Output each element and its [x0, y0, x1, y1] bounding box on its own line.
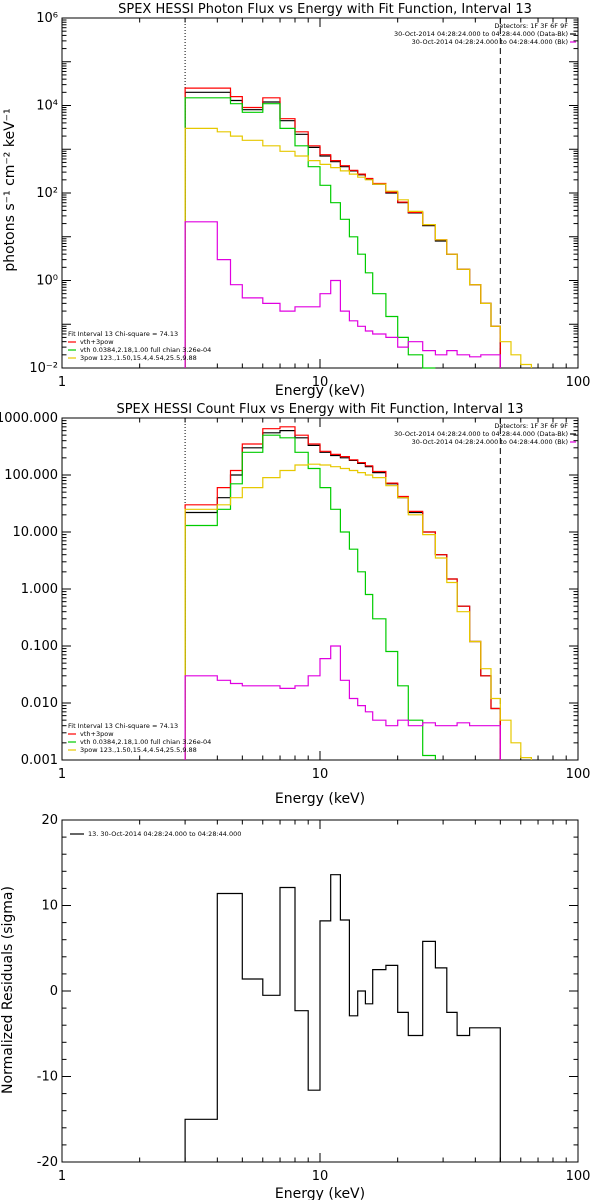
count-flux-series-0-line	[184, 430, 501, 760]
count-flux-series-3-line	[184, 463, 532, 760]
count-flux-legend-entry: 30-Oct-2014 04:28:24.000 to 04:28:44.000…	[394, 430, 568, 438]
count-flux-legend-entry: 30-Oct-2014 04:28:24.000 to 04:28:44.000…	[412, 438, 568, 446]
residuals-y-tick-label: 20	[41, 813, 58, 828]
photon-flux-y-tick-label: 10⁶	[36, 11, 58, 26]
residuals-x-tick-label: 100	[566, 1169, 591, 1184]
count-flux-y-tick-label: 100.000	[4, 468, 58, 483]
residuals-x-tick-label: 10	[312, 1169, 329, 1184]
count-flux-legend-entry: Detectors: 1F 3F 6F 9F	[494, 422, 568, 430]
residuals-y-tick-label: 0	[50, 984, 58, 999]
photon-flux-x-tick-label: 1	[58, 375, 66, 390]
photon-flux-legend-entry: 30-Oct-2014 04:28:24.000 to 04:28:44.000…	[412, 38, 568, 46]
photon-flux-series-0-line	[184, 91, 501, 368]
count-flux-x-axis-label: Energy (keV)	[275, 791, 365, 807]
photon-flux-panel: SPEX HESSI Photon Flux vs Energy with Fi…	[2, 2, 590, 399]
photon-flux-y-axis-label: photons s⁻¹ cm⁻² keV⁻¹	[2, 108, 18, 271]
photon-flux-series-2-line	[184, 97, 436, 369]
count-flux-x-tick-label: 10	[312, 767, 329, 782]
residuals-y-tick-label: -10	[37, 1070, 58, 1085]
photon-flux-x-axis-label: Energy (keV)	[275, 383, 365, 399]
photon-flux-y-tick-label: 10²	[36, 186, 58, 201]
count-flux-panel: SPEX HESSI Count Flux vs Energy with Fit…	[0, 402, 590, 807]
count-flux-series-4-line	[184, 645, 501, 760]
photon-flux-series-3-line	[184, 127, 532, 368]
photon-flux-y-tick-label: 10⁰	[36, 274, 58, 289]
photon-flux-legend-entry: Fit Interval 13 Chi-square = 74.13	[68, 330, 178, 338]
photon-flux-title: SPEX HESSI Photon Flux vs Energy with Fi…	[118, 2, 532, 17]
photon-flux-legend-entry: Detectors: 1F 3F 6F 9F	[494, 22, 568, 30]
count-flux-y-tick-label: 10.000	[13, 525, 59, 540]
residuals-y-axis-label: Normalized Residuals (sigma)	[0, 886, 16, 1094]
photon-flux-x-tick-label: 100	[566, 375, 591, 390]
count-flux-y-tick-label: 0.100	[21, 639, 58, 654]
photon-flux-x-tick-label: 10	[312, 375, 329, 390]
count-flux-legend-entry: 3pow 123.,1.50,15.4,4.54,25.5,9.88	[80, 746, 197, 754]
count-flux-y-tick-label: 0.010	[21, 696, 58, 711]
photon-flux-y-tick-label: 10⁻²	[29, 361, 58, 376]
photon-flux-series-1-line	[184, 87, 501, 368]
residuals-x-axis-label: Energy (keV)	[275, 1186, 365, 1200]
count-flux-title: SPEX HESSI Count Flux vs Energy with Fit…	[116, 402, 523, 417]
residuals-x-tick-label: 1	[58, 1169, 66, 1184]
residuals-y-tick-label: -20	[37, 1155, 58, 1170]
count-flux-legend-entry: vth 0.0384,2.18,1.00 full chian 3.26e-04	[80, 738, 211, 746]
photon-flux-legend-entry: vth+3pow	[80, 338, 114, 346]
residuals-legend-entry: 13. 30-Oct-2014 04:28:24.000 to 04:28:44…	[88, 830, 241, 838]
count-flux-y-tick-label: 1.000	[21, 582, 58, 597]
photon-flux-y-tick-label: 10⁴	[36, 99, 58, 114]
photon-flux-legend-entry: vth 0.0384,2.18,1.00 full chian 3.26e-04	[80, 346, 211, 354]
count-flux-series-1-line	[184, 426, 501, 760]
count-flux-legend-entry: vth+3pow	[80, 730, 114, 738]
photon-flux-series-4-line	[184, 221, 501, 368]
count-flux-legend-entry: Fit Interval 13 Chi-square = 74.13	[68, 722, 178, 730]
count-flux-y-tick-label: 0.001	[21, 753, 58, 768]
count-flux-y-tick-label: 1000.000	[0, 411, 58, 426]
residuals-y-tick-label: 10	[41, 899, 58, 914]
count-flux-x-tick-label: 100	[566, 767, 591, 782]
photon-flux-legend-entry: 3pow 123.,1.50,15.4,4.54,25.5,9.88	[80, 354, 197, 362]
residuals-panel: Energy (keV) Normalized Residuals (sigma…	[0, 813, 590, 1200]
photon-flux-legend-entry: 30-Oct-2014 04:28:24.000 to 04:28:44.000…	[394, 30, 568, 38]
count-flux-x-tick-label: 1	[58, 767, 66, 782]
count-flux-series-2-line	[184, 434, 436, 760]
residuals-series-0-line	[184, 874, 501, 1162]
